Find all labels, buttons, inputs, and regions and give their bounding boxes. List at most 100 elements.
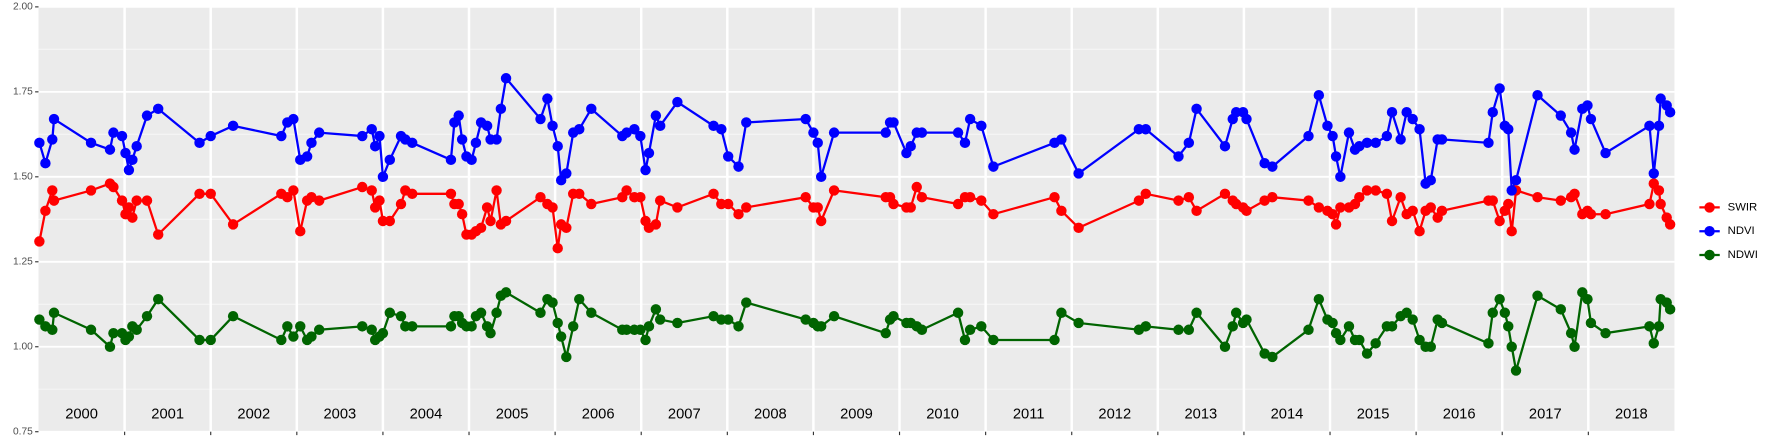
- point: [152, 103, 164, 115]
- point: [733, 161, 744, 172]
- point: [888, 117, 899, 128]
- point: [547, 120, 558, 132]
- point: [1436, 134, 1448, 145]
- point: [1414, 334, 1425, 346]
- point: [141, 110, 153, 121]
- point: [406, 321, 418, 332]
- point: [104, 144, 116, 155]
- point: [395, 310, 407, 322]
- point: [1386, 321, 1398, 332]
- point: [1585, 317, 1597, 329]
- point: [1073, 317, 1084, 329]
- point: [313, 324, 325, 335]
- year-label: 2011: [1013, 407, 1045, 423]
- point: [1241, 314, 1252, 325]
- point: [1303, 195, 1314, 206]
- point: [1585, 208, 1597, 220]
- point: [1313, 90, 1325, 101]
- point: [1335, 334, 1346, 346]
- point: [640, 334, 651, 346]
- y-tick-label: 1.50: [13, 172, 33, 183]
- point: [445, 321, 457, 332]
- point: [456, 134, 468, 145]
- year-label: 2012: [1098, 407, 1131, 423]
- point: [1503, 124, 1514, 135]
- point: [47, 185, 58, 196]
- point: [34, 236, 45, 247]
- point: [1313, 293, 1325, 305]
- point: [48, 195, 60, 206]
- point: [552, 141, 563, 152]
- point: [108, 181, 119, 193]
- point: [800, 113, 811, 125]
- point: [1227, 321, 1238, 332]
- point: [1140, 124, 1151, 135]
- point: [456, 208, 468, 220]
- point: [406, 188, 418, 200]
- point: [34, 314, 45, 325]
- point: [828, 310, 840, 322]
- point: [313, 127, 325, 138]
- point: [152, 293, 164, 305]
- point: [1361, 137, 1373, 149]
- point: [1503, 198, 1514, 210]
- point: [384, 307, 396, 318]
- point: [481, 202, 493, 213]
- point: [574, 188, 585, 200]
- point: [552, 317, 563, 329]
- point: [357, 181, 368, 193]
- point: [905, 141, 916, 152]
- point: [301, 151, 313, 162]
- point: [295, 225, 306, 237]
- point: [1425, 341, 1436, 352]
- point: [500, 73, 512, 84]
- point: [1386, 107, 1398, 118]
- point: [40, 158, 51, 169]
- point: [535, 113, 546, 125]
- point: [1322, 120, 1333, 132]
- point: [48, 307, 60, 318]
- point: [976, 195, 987, 206]
- point: [1173, 324, 1184, 335]
- point: [672, 96, 683, 108]
- point: [812, 202, 823, 213]
- point: [1487, 307, 1498, 318]
- point: [85, 137, 97, 149]
- point: [964, 113, 976, 125]
- point: [635, 324, 646, 335]
- point: [116, 130, 128, 142]
- point: [815, 215, 827, 227]
- point: [1494, 293, 1505, 305]
- year-label: 2003: [323, 407, 356, 423]
- point: [108, 327, 119, 339]
- point: [306, 137, 317, 149]
- year-label: 2007: [668, 407, 701, 423]
- point: [34, 137, 45, 149]
- point: [227, 120, 239, 132]
- point: [1436, 317, 1448, 329]
- point: [1503, 321, 1514, 332]
- point: [880, 127, 891, 138]
- point: [988, 208, 999, 220]
- point: [1436, 205, 1448, 217]
- point: [485, 215, 496, 227]
- point: [535, 191, 546, 203]
- point: [988, 161, 999, 172]
- point: [672, 317, 683, 329]
- point: [635, 130, 646, 142]
- legend-label: NDVI: [1728, 225, 1755, 237]
- point: [1569, 188, 1580, 200]
- point: [1183, 324, 1195, 335]
- point: [295, 321, 306, 332]
- point: [1483, 137, 1494, 149]
- point: [964, 324, 976, 335]
- point: [574, 293, 585, 305]
- point: [1330, 151, 1342, 162]
- point: [1335, 202, 1346, 213]
- point: [1653, 120, 1665, 132]
- point: [1219, 188, 1231, 200]
- point: [1354, 191, 1365, 203]
- point: [1327, 208, 1338, 220]
- legend-marker: [1704, 202, 1715, 213]
- point: [313, 195, 325, 206]
